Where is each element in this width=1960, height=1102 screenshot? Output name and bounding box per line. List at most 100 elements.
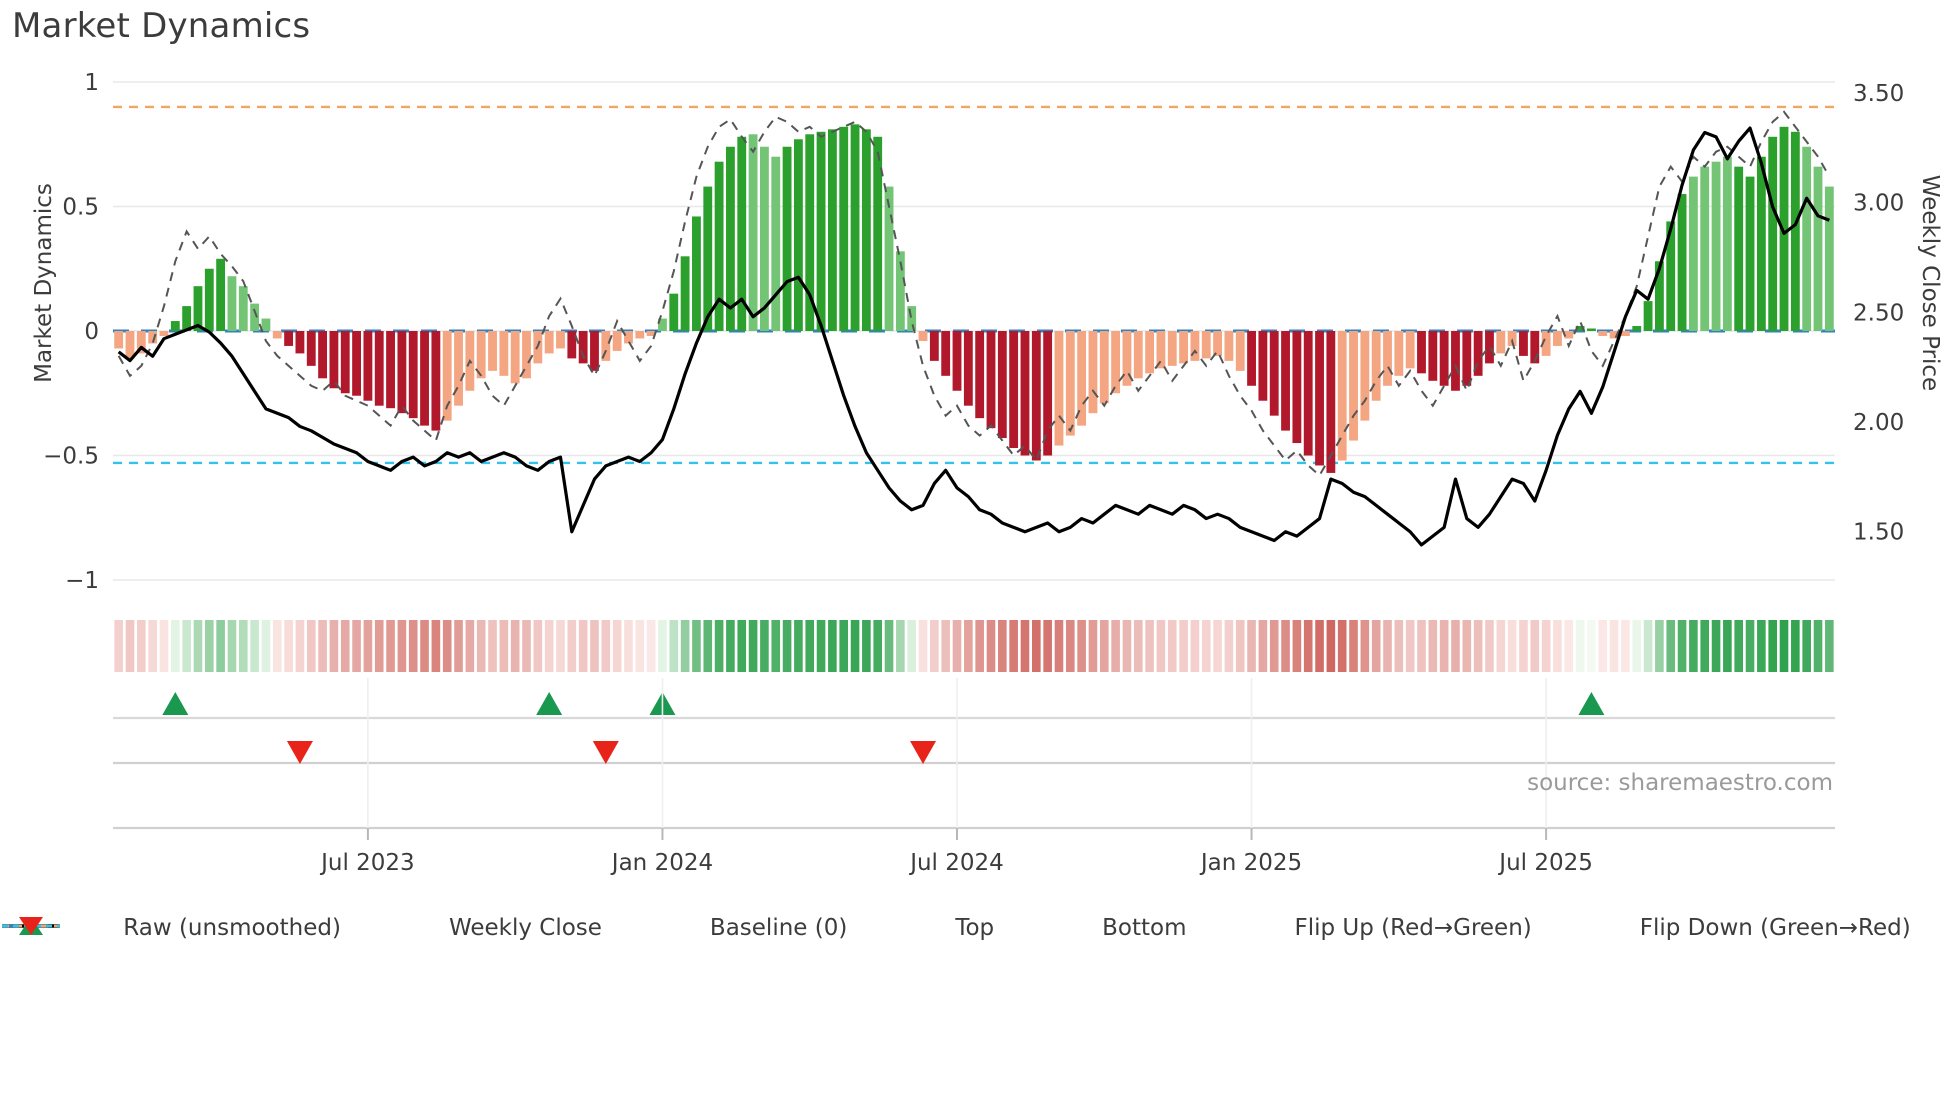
heatmap-cell [1383, 620, 1392, 672]
weekly-close-line [117, 126, 1830, 547]
heatmap-cell [850, 620, 860, 672]
bar [1247, 331, 1256, 386]
bar [975, 331, 985, 419]
x-tick-label-1: Jan 2024 [610, 850, 713, 876]
bar [1598, 331, 1608, 336]
bar [1077, 331, 1087, 426]
heatmap-cell [1360, 620, 1370, 672]
heatmap-cell [1201, 620, 1211, 672]
flip-down-marker[interactable] [286, 741, 313, 764]
bar [216, 258, 226, 331]
heatmap-cell [1530, 620, 1540, 672]
heatmap-cell [1122, 620, 1132, 672]
bar [1575, 326, 1585, 331]
legend-item-0[interactable]: Raw (unsmoothed) [2, 915, 341, 941]
heatmap-cell [1791, 620, 1800, 672]
legend-item-3[interactable]: Top [2, 915, 994, 941]
heatmap-cell [238, 620, 248, 672]
heatmap-cell [896, 620, 905, 672]
heatmap-cell [272, 620, 282, 672]
heatmap-cell [748, 620, 758, 672]
flip-down-marker[interactable] [910, 741, 937, 764]
heatmap-cell [601, 620, 611, 672]
heatmap-cell [1315, 620, 1324, 672]
heatmap-cell [1655, 620, 1664, 672]
heatmap-cell [1417, 620, 1426, 672]
y-right-tick-4: 1.50 [1853, 520, 1904, 546]
bar [1009, 331, 1019, 449]
heatmap-cell [1507, 620, 1517, 672]
heatmap-cell [1485, 620, 1494, 672]
heatmap-cell [420, 620, 429, 672]
legend-item-5[interactable]: Flip Up (Red→Green) [19, 915, 1532, 941]
flip-up-marker[interactable] [536, 692, 563, 715]
heatmap-cell [329, 620, 339, 672]
heatmap-cell [1519, 620, 1528, 672]
bar [1269, 331, 1279, 416]
heatmap-cell [918, 620, 928, 672]
legend-item-4[interactable]: Bottom [2, 915, 1187, 941]
bar [703, 186, 713, 331]
heatmap-cell [884, 620, 894, 672]
heatmap-cell [1439, 620, 1449, 672]
bar [1677, 194, 1687, 331]
heatmap-cell [1553, 620, 1562, 672]
heatmap-cell [1428, 620, 1438, 672]
bar [1745, 176, 1755, 331]
heatmap-cell [1564, 620, 1574, 672]
bar [624, 331, 633, 344]
heatmap-cell [1405, 620, 1415, 672]
flip-down-marker[interactable] [592, 741, 619, 764]
heatmap-cell [998, 620, 1007, 672]
heatmap-cell [148, 620, 157, 672]
bar [340, 331, 350, 394]
legend-item-1[interactable]: Weekly Close [2, 915, 602, 941]
heatmap-cell [1541, 620, 1551, 672]
heatmap-cell [1235, 620, 1245, 672]
bar [1224, 331, 1234, 361]
heatmap-cell [1723, 620, 1732, 672]
legend-symbol-1 [2, 917, 437, 939]
bar [1405, 331, 1415, 369]
bar [1371, 331, 1381, 401]
bar [601, 331, 611, 361]
source-attribution: source: sharemaestro.com [1527, 770, 1833, 796]
heatmap-cell [1179, 620, 1188, 672]
heatmap-cell [204, 620, 214, 672]
bar [1564, 331, 1574, 339]
y-right-tick-1: 3.00 [1853, 191, 1904, 217]
heatmap-cell [431, 620, 441, 672]
flip-up-marker[interactable] [1578, 692, 1605, 715]
legend-item-2[interactable]: Baseline (0) [2, 915, 847, 941]
bar [1519, 331, 1528, 356]
heatmap-cell [1757, 620, 1766, 672]
heatmap-cell [1768, 620, 1777, 672]
bar [476, 331, 486, 379]
bar [1043, 331, 1053, 456]
bar [204, 268, 214, 331]
bar [1462, 331, 1472, 386]
heatmap-cell [544, 620, 554, 672]
bar [929, 331, 939, 361]
heatmap-cell [125, 620, 135, 672]
bar [397, 331, 407, 414]
bar [669, 293, 679, 331]
bar [997, 331, 1007, 439]
bar [1507, 331, 1517, 346]
bar [759, 146, 769, 331]
bar [544, 331, 554, 354]
heatmap-cell [363, 620, 373, 672]
bar [692, 216, 701, 331]
heatmap-cell [612, 620, 622, 672]
y-left-tick-4: −1 [65, 568, 99, 594]
bar [986, 331, 996, 429]
legend-label-0: Raw (unsmoothed) [123, 915, 341, 941]
heatmap-cell [1133, 620, 1143, 672]
heatmap-cell [839, 620, 849, 672]
heatmap-cell [658, 620, 667, 672]
bar [1722, 156, 1732, 331]
heatmap-cell [1813, 620, 1823, 672]
legend-item-6[interactable]: Flip Down (Green→Red) [19, 915, 1911, 941]
flip-up-marker[interactable] [162, 692, 189, 715]
bar [510, 331, 520, 384]
